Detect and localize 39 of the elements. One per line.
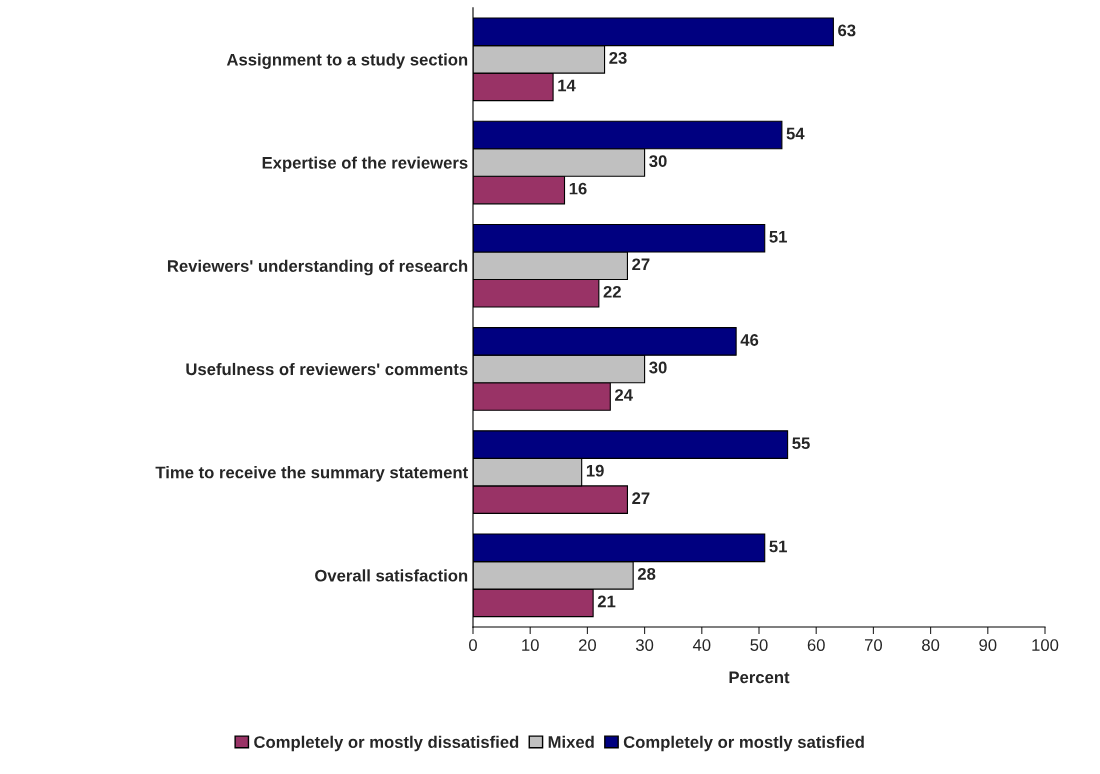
data-label: 54 <box>786 127 805 140</box>
y-tick-label: Time to receive the summary statement <box>155 466 468 482</box>
data-label: 51 <box>769 540 787 553</box>
x-tick-label: 20 <box>578 639 597 651</box>
y-tick-label: Expertise of the reviewers <box>262 156 468 173</box>
x-tick-label: 100 <box>1032 639 1059 651</box>
data-label: 14 <box>558 79 576 92</box>
data-label: 28 <box>637 568 656 580</box>
x-tick-label: 10 <box>522 639 539 651</box>
data-label: 27 <box>632 258 650 271</box>
data-label: 51 <box>769 231 787 243</box>
data-label: 19 <box>586 464 604 477</box>
data-label: 55 <box>792 437 810 450</box>
x-tick-label: 30 <box>635 639 654 651</box>
data-label: 22 <box>603 285 621 298</box>
data-label: 24 <box>615 389 633 401</box>
data-label: 46 <box>740 334 759 346</box>
data-label: 21 <box>597 595 616 608</box>
data-label: 16 <box>569 182 587 195</box>
x-tick-label: 0 <box>469 639 477 651</box>
data-label: 63 <box>838 24 856 37</box>
data-label: 30 <box>649 155 667 168</box>
legend-label: Completely or mostly dissatisfied <box>254 735 519 752</box>
x-tick-label: 50 <box>750 639 768 651</box>
data-label: 27 <box>632 492 650 504</box>
x-tick-label: 90 <box>979 639 997 651</box>
y-tick-label: Reviewers' understanding of research <box>167 259 468 276</box>
x-tick-label: 60 <box>807 639 825 651</box>
legend-label: Mixed <box>548 735 594 748</box>
y-tick-label: Assignment to a study section <box>226 53 468 69</box>
data-label: 23 <box>609 52 627 64</box>
y-tick-label: Usefulness of reviewers' comments <box>186 362 468 376</box>
data-label: 30 <box>649 361 667 374</box>
x-tick-label: 80 <box>922 639 940 651</box>
x-tick-label: 40 <box>692 639 711 651</box>
legend-label: Completely or mostly satisfied <box>623 735 864 752</box>
x-tick-label: 70 <box>864 639 883 651</box>
y-tick-label: Overall satisfaction <box>315 569 468 582</box>
x-axis-title: Percent <box>729 671 790 684</box>
